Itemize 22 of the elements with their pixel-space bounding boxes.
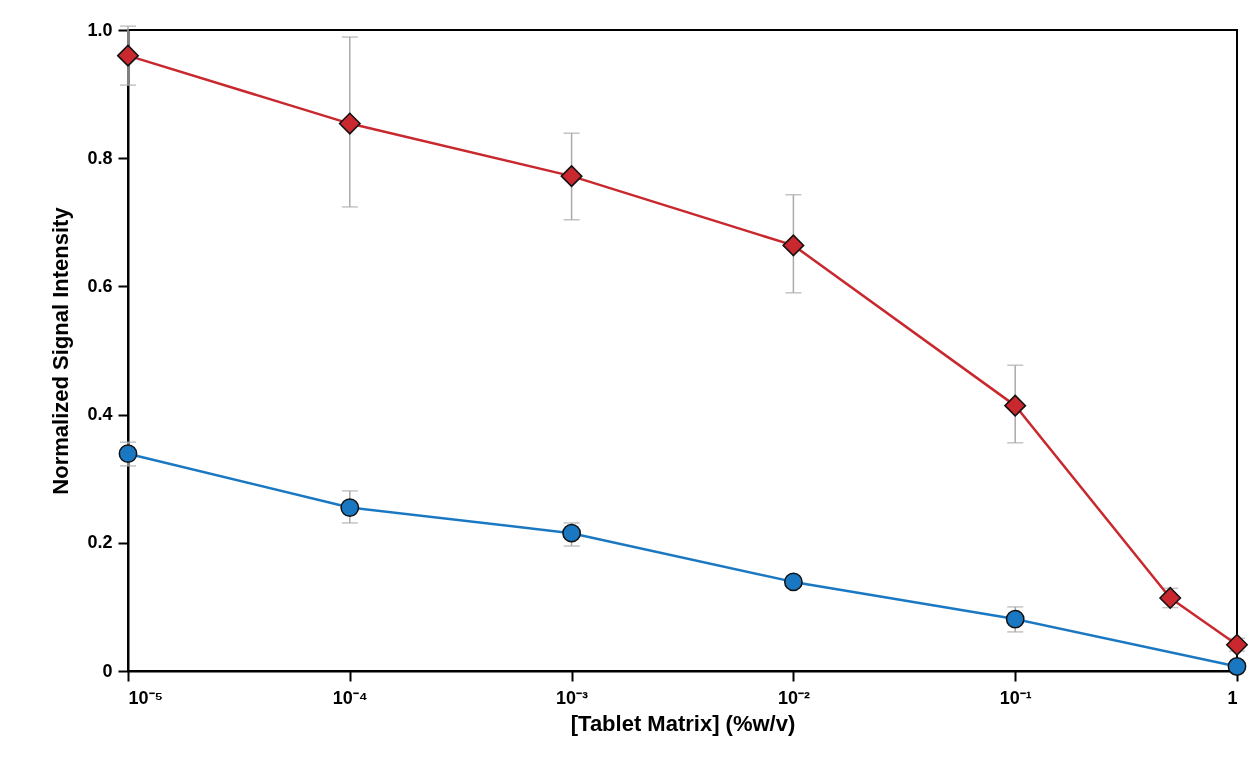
x-tick-label: 10⁻² <box>777 687 810 708</box>
point <box>1004 394 1027 417</box>
y-tick-label: 0.2 <box>87 532 113 553</box>
point <box>783 572 803 592</box>
point <box>782 234 805 257</box>
point <box>340 498 360 517</box>
y-tick-label: 0.4 <box>87 404 113 425</box>
x-tick-label: 10⁻¹ <box>999 687 1032 708</box>
point <box>560 165 583 188</box>
y-tick-label: 0.6 <box>87 275 113 296</box>
x-tick-label: 10⁻⁵ <box>128 687 163 708</box>
y-tick-label: 1.0 <box>87 19 113 40</box>
point <box>1227 657 1247 676</box>
y-tick-label: 0.8 <box>87 147 113 168</box>
x-tick-label: 10⁻³ <box>556 687 589 708</box>
point <box>117 44 139 67</box>
x-axis-title: [Tablet Matrix] (%w/v) <box>570 710 796 736</box>
y-axis-title: Normalized Signal Intensity <box>48 206 74 495</box>
x-tick-label: 1 <box>1227 687 1238 708</box>
point <box>338 112 361 135</box>
x-tick-label: 10⁻⁴ <box>332 687 368 708</box>
y-tick-label: 0 <box>102 660 113 681</box>
